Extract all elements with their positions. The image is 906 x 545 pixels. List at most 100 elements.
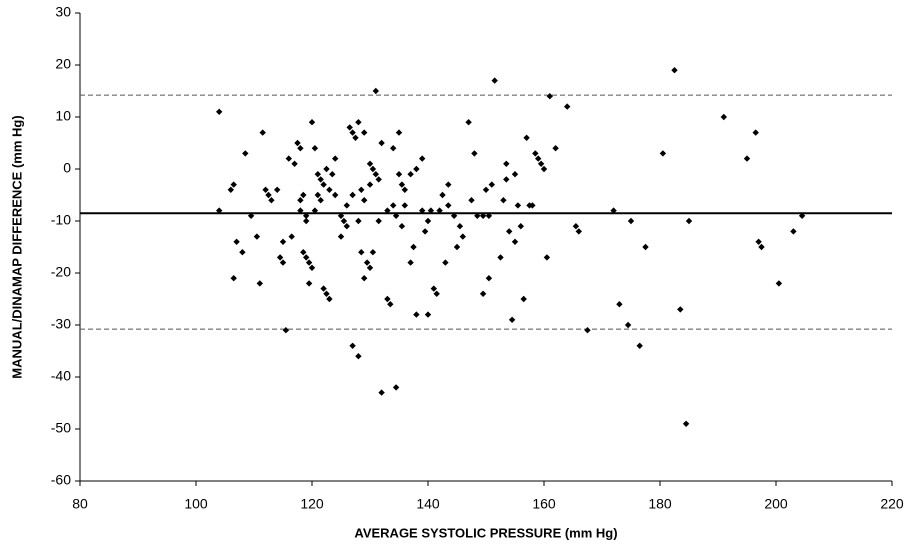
- point: [332, 155, 339, 162]
- point: [572, 223, 580, 230]
- point: [297, 145, 304, 152]
- point: [303, 217, 310, 225]
- point: [300, 191, 307, 199]
- point: [421, 228, 429, 235]
- point: [407, 171, 414, 178]
- point: [369, 165, 377, 173]
- x-tick-label: 200: [764, 496, 788, 512]
- y-tick-label: -60: [51, 472, 71, 488]
- point: [488, 181, 495, 188]
- point: [355, 217, 362, 225]
- point: [720, 113, 727, 121]
- point: [398, 223, 406, 230]
- point: [479, 290, 487, 297]
- point: [340, 217, 348, 225]
- point: [363, 259, 371, 266]
- point: [274, 186, 281, 193]
- point: [375, 217, 382, 225]
- point: [361, 197, 368, 204]
- point: [450, 212, 458, 219]
- point: [230, 181, 237, 188]
- point: [227, 186, 234, 193]
- point: [453, 243, 461, 251]
- point: [387, 301, 394, 308]
- point: [311, 145, 319, 152]
- point: [500, 197, 507, 204]
- point: [682, 420, 690, 427]
- point: [242, 150, 249, 157]
- point: [552, 145, 559, 152]
- point: [323, 165, 330, 173]
- point: [326, 186, 333, 193]
- point: [642, 243, 649, 251]
- point: [352, 134, 359, 141]
- point: [532, 150, 539, 157]
- point: [506, 228, 513, 235]
- point: [503, 160, 510, 167]
- point: [317, 176, 324, 183]
- point: [610, 207, 617, 214]
- point: [775, 280, 783, 287]
- point: [265, 191, 272, 199]
- point: [308, 119, 316, 126]
- point: [390, 202, 397, 209]
- point: [323, 290, 330, 297]
- point: [366, 264, 374, 271]
- point: [497, 254, 504, 261]
- y-tick-label: 20: [55, 56, 71, 72]
- point: [355, 119, 362, 126]
- point: [537, 160, 545, 167]
- point: [616, 301, 623, 308]
- point: [677, 306, 684, 313]
- point: [361, 129, 368, 136]
- point: [456, 223, 464, 230]
- point: [401, 186, 408, 193]
- x-tick-label: 220: [880, 496, 904, 512]
- point: [366, 181, 374, 188]
- point: [317, 197, 324, 204]
- point: [384, 207, 391, 214]
- y-tick-label: -30: [51, 316, 71, 332]
- point: [343, 223, 350, 230]
- point: [346, 124, 353, 131]
- point: [332, 191, 339, 199]
- point: [790, 228, 797, 235]
- point: [424, 217, 432, 225]
- point: [413, 165, 420, 173]
- point: [355, 353, 362, 360]
- point: [361, 275, 368, 282]
- point: [349, 191, 356, 199]
- point: [300, 249, 307, 256]
- point: [540, 165, 548, 173]
- point: [358, 186, 365, 193]
- point: [358, 249, 365, 256]
- point: [378, 389, 385, 396]
- point: [349, 342, 356, 349]
- point: [233, 238, 240, 245]
- point: [482, 186, 490, 193]
- point: [485, 212, 493, 219]
- point: [439, 191, 446, 199]
- point: [529, 202, 536, 209]
- point: [305, 280, 313, 287]
- point: [303, 254, 310, 261]
- point: [511, 171, 519, 178]
- point: [343, 202, 350, 209]
- point: [401, 202, 408, 209]
- y-tick-label: -20: [51, 264, 71, 280]
- point: [247, 212, 255, 219]
- point: [758, 243, 765, 251]
- point: [685, 217, 693, 225]
- point: [294, 139, 301, 147]
- point: [511, 238, 519, 245]
- point: [508, 316, 516, 323]
- point: [468, 197, 475, 204]
- point: [445, 202, 452, 209]
- point: [503, 176, 510, 183]
- point: [430, 285, 437, 292]
- point: [392, 212, 400, 219]
- point: [320, 285, 327, 292]
- point: [491, 77, 498, 84]
- point: [442, 259, 449, 266]
